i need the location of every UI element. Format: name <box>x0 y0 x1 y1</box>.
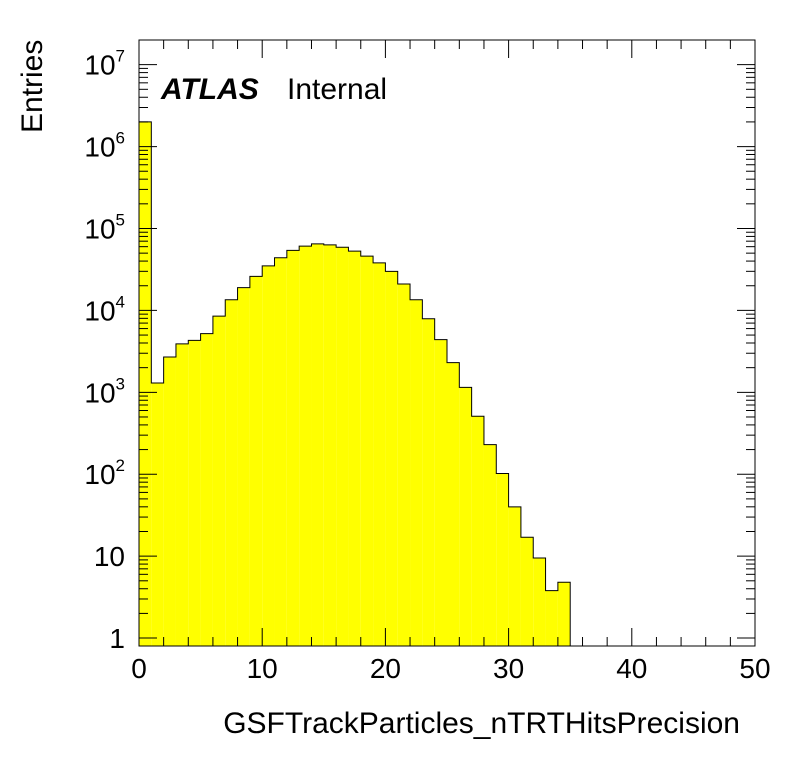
y-tick-label: 1 <box>109 623 125 654</box>
histogram-bar <box>323 244 337 647</box>
y-tick-label: 103 <box>84 374 125 408</box>
y-tick-label: 104 <box>84 292 125 326</box>
histogram-bar <box>188 340 201 646</box>
histogram-bar <box>508 506 521 646</box>
histogram-bar <box>262 265 275 646</box>
histogram-bar <box>200 333 213 646</box>
y-tick-label: 10 <box>94 541 125 572</box>
y-tick-label: 102 <box>84 456 125 490</box>
y-tick-label: 106 <box>84 129 125 163</box>
histogram-bar <box>459 387 472 646</box>
y-tick-label: 107 <box>84 47 125 81</box>
x-tick-label: 50 <box>739 653 770 684</box>
plot-frame <box>138 39 756 647</box>
histogram-bar <box>237 287 250 646</box>
histogram-bar <box>360 256 374 646</box>
histogram-bar <box>299 246 312 646</box>
histogram-bar <box>139 121 152 647</box>
histogram-bar <box>274 257 287 646</box>
histogram-bar <box>447 362 460 646</box>
histogram-bar <box>471 416 484 646</box>
histogram-bar <box>520 537 534 646</box>
axis-ticks <box>138 39 756 646</box>
y-axis-label: Entries <box>16 40 49 133</box>
x-tick-label: 40 <box>616 653 647 684</box>
histogram-bar <box>175 343 189 646</box>
x-axis-label: GSFTrackParticles_nTRTHitsPrecision <box>223 707 740 740</box>
histogram-bar <box>434 339 447 646</box>
histogram-bar <box>397 284 411 646</box>
histogram-bar <box>163 356 176 646</box>
atlas-label: ATLAS <box>160 73 259 106</box>
x-tick-label: 20 <box>370 653 401 684</box>
histogram-bar <box>483 444 497 646</box>
histogram-bar <box>151 382 164 646</box>
histogram-bar <box>311 243 324 647</box>
histogram-bar <box>212 316 226 646</box>
y-tick-label: 105 <box>84 210 125 244</box>
histogram-bar <box>373 262 386 646</box>
internal-label: Internal <box>287 73 387 106</box>
histogram-bar <box>385 271 398 646</box>
histogram-bar <box>286 250 300 646</box>
y-tick-labels: 1 10 102 103 104 105 106 107 <box>84 47 125 654</box>
histogram-bars <box>138 121 571 647</box>
histogram-bar <box>336 247 349 646</box>
histogram-bar <box>249 276 263 646</box>
histogram-bar <box>422 318 435 646</box>
x-tick-labels: 0 10 20 30 40 50 <box>131 653 770 684</box>
histogram-bar <box>545 590 558 646</box>
histogram-bar <box>410 299 423 646</box>
x-tick-label: 10 <box>247 653 278 684</box>
histogram-bar <box>225 299 238 646</box>
histogram-bar <box>533 557 546 646</box>
x-tick-label: 0 <box>131 653 147 684</box>
histogram-bar <box>557 582 571 646</box>
histogram-bar <box>496 473 509 646</box>
histogram-bar <box>348 251 361 646</box>
histogram-outline <box>138 121 571 646</box>
x-tick-label: 30 <box>493 653 524 684</box>
